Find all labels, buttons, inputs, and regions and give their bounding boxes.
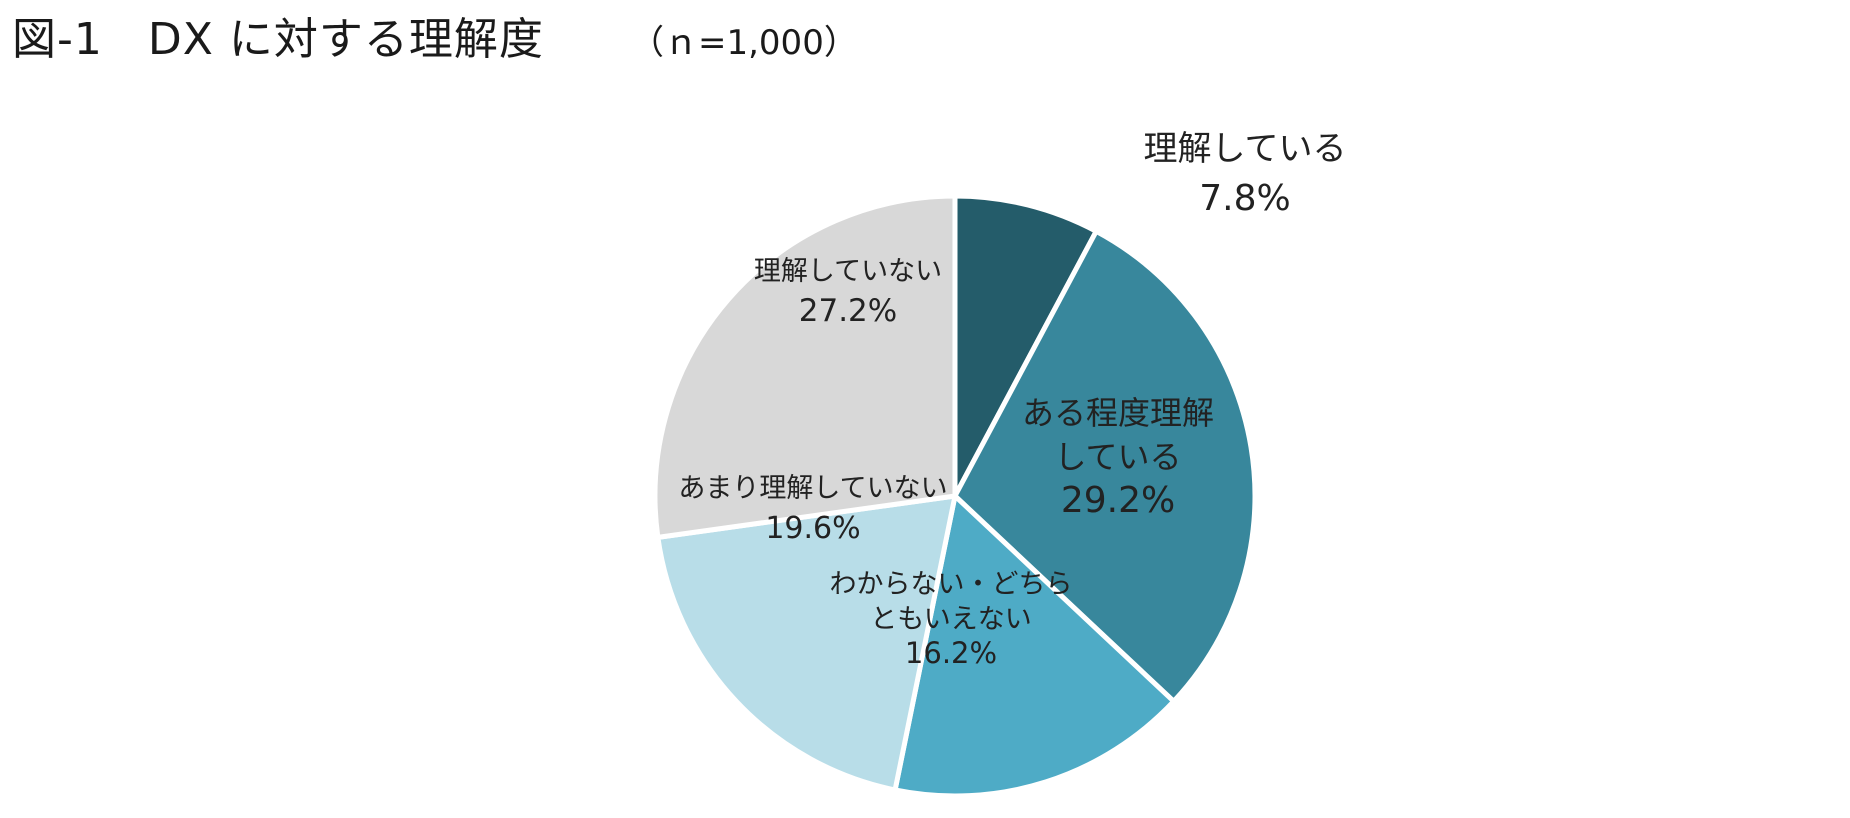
pie-slice-4 (652, 193, 958, 540)
slice-value-3: 19.6% (765, 511, 860, 546)
pie-slice-1 (952, 228, 1258, 704)
slice-label-1-line-1: している (1054, 438, 1181, 476)
pie-slice-3 (655, 493, 958, 793)
slice-label-2-line-0: わからない・どちら (830, 569, 1073, 600)
slice-label-3-line-0: あまり理解していない (678, 473, 947, 504)
chart-title: 図-1 DX に対する理解度 (12, 14, 544, 65)
slice-label-2-line-1: ともいえない (870, 604, 1031, 635)
pie-slices (652, 193, 1258, 799)
slice-value-0: 7.8% (1199, 178, 1290, 219)
slice-value-4: 27.2% (799, 293, 897, 329)
pie-slice-0 (952, 193, 1099, 499)
slice-value-1: 29.2% (1061, 480, 1175, 521)
pie-slice-2 (892, 493, 1177, 799)
slice-label-0-line-0: 理解している (1144, 129, 1347, 169)
slice-value-2: 16.2% (905, 636, 997, 670)
slice-label-4-line-0: 理解していない (754, 256, 942, 287)
chart-subtitle: （ｎ=1,000） (630, 23, 858, 63)
slice-label-1-line-0: ある程度理解 (1022, 394, 1214, 432)
